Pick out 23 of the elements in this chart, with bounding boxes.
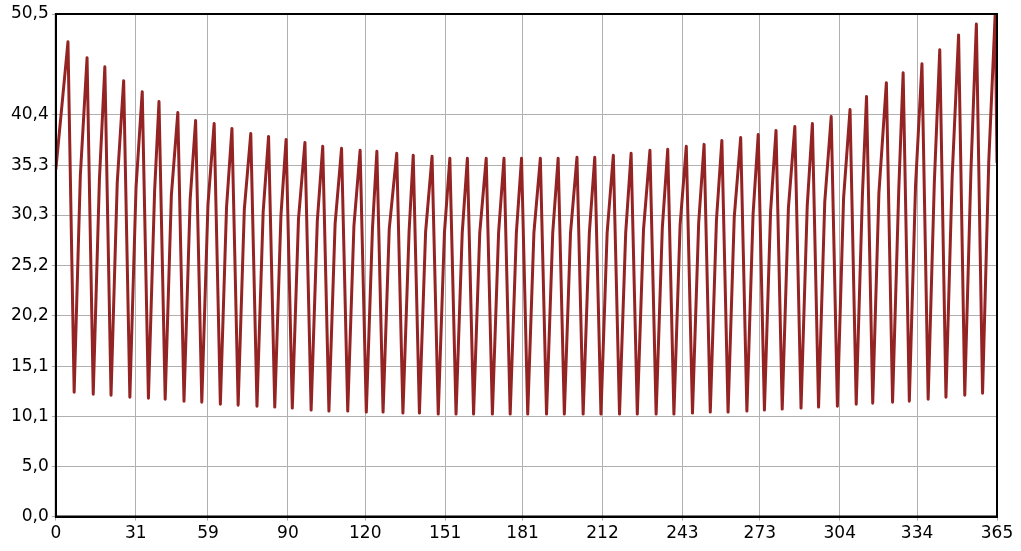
- x-tick-label: 0: [50, 522, 62, 543]
- y-tick-label: 25,2: [10, 254, 49, 275]
- y-tick-label: 15,1: [10, 354, 49, 375]
- y-tick-label: 10,1: [10, 404, 49, 425]
- y-tick-label: 20,2: [10, 303, 49, 324]
- x-tick-label: 90: [277, 522, 299, 543]
- y-tick-label: 0,0: [21, 505, 49, 526]
- x-tick-label: 181: [506, 522, 539, 543]
- x-tick-label: 334: [900, 522, 934, 543]
- x-tick-label: 273: [743, 522, 777, 543]
- x-tick-label: 304: [823, 522, 856, 543]
- x-tick-label: 59: [197, 522, 219, 543]
- x-tick-label: 212: [586, 522, 619, 543]
- x-tick-label: 365: [980, 522, 1014, 543]
- x-tick-label: 151: [428, 522, 462, 543]
- y-tick-label: 40,4: [10, 102, 49, 123]
- y-tick-label: 50,5: [10, 2, 49, 23]
- y-tick-label: 30,3: [10, 203, 49, 224]
- x-tick-label: 243: [666, 522, 699, 543]
- y-tick-label: 5,0: [21, 455, 49, 476]
- x-tick-label: 120: [349, 522, 382, 543]
- x-tick-label: 31: [124, 522, 147, 543]
- y-tick-label: 35,3: [10, 153, 49, 174]
